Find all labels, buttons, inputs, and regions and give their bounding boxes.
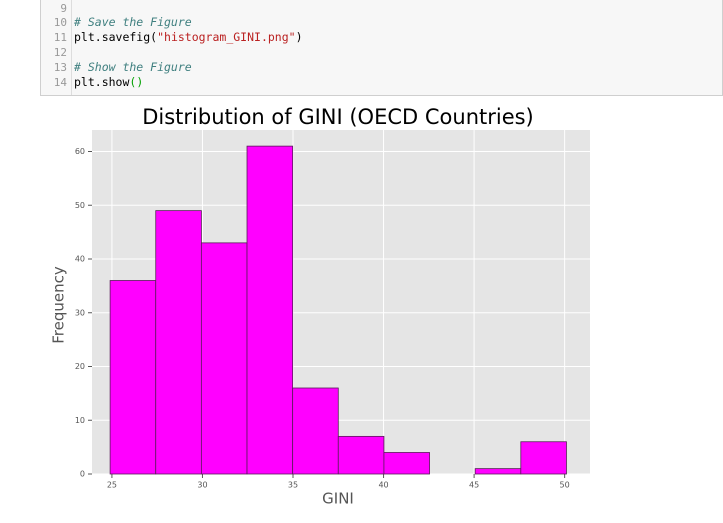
chart-title: Distribution of GINI (OECD Countries) — [142, 105, 534, 129]
y-tick-label: 50 — [75, 201, 85, 210]
x-tick-label: 45 — [469, 481, 479, 490]
bar — [200, 242, 248, 475]
line-number: 14 — [53, 76, 67, 89]
y-tick-label: 40 — [75, 255, 85, 264]
code: () — [129, 75, 144, 89]
bar — [109, 280, 157, 475]
code-cell[interactable]: 9 10 # Save the Figure 11 plt.savefig("h… — [40, 0, 723, 96]
comment: # Save the Figure — [74, 15, 192, 29]
line-number: 11 — [53, 31, 67, 44]
y-tick-label: 60 — [75, 147, 85, 156]
x-axis-label: GINI — [322, 490, 354, 508]
x-tick-label: 35 — [288, 481, 298, 490]
code-line: plt.savefig("histogram_GINI.png") — [74, 30, 303, 44]
code: ) — [295, 30, 303, 44]
bar — [383, 452, 430, 475]
code: plt.show — [74, 75, 130, 89]
bar — [246, 145, 294, 475]
comment: # Show the Figure — [74, 60, 192, 74]
string: "histogram_GINI.png" — [157, 30, 296, 44]
code-line: plt.show() — [74, 75, 143, 89]
x-tick-label: 40 — [378, 481, 388, 490]
line-number: 12 — [53, 46, 67, 59]
y-tick-label: 10 — [75, 416, 85, 425]
y-tick-label: 0 — [80, 470, 85, 479]
x-tick-label: 30 — [197, 481, 207, 490]
code: plt.savefig( — [74, 30, 158, 44]
y-axis-label: Frequency — [50, 266, 68, 344]
bar — [474, 468, 522, 475]
code-line: # Show the Figure — [74, 60, 192, 74]
bar — [292, 387, 339, 475]
bar — [520, 441, 567, 475]
y-tick-label: 20 — [75, 362, 85, 371]
x-tick-label: 50 — [560, 481, 570, 490]
line-number: 9 — [60, 2, 67, 15]
line-number: 10 — [53, 16, 67, 29]
y-tick-label: 30 — [75, 308, 85, 317]
code-line: # Save the Figure — [74, 15, 192, 29]
bar — [337, 435, 385, 475]
gutter — [71, 0, 72, 95]
x-tick-label: 25 — [107, 481, 117, 490]
line-number: 13 — [53, 61, 67, 74]
bar — [155, 210, 202, 475]
